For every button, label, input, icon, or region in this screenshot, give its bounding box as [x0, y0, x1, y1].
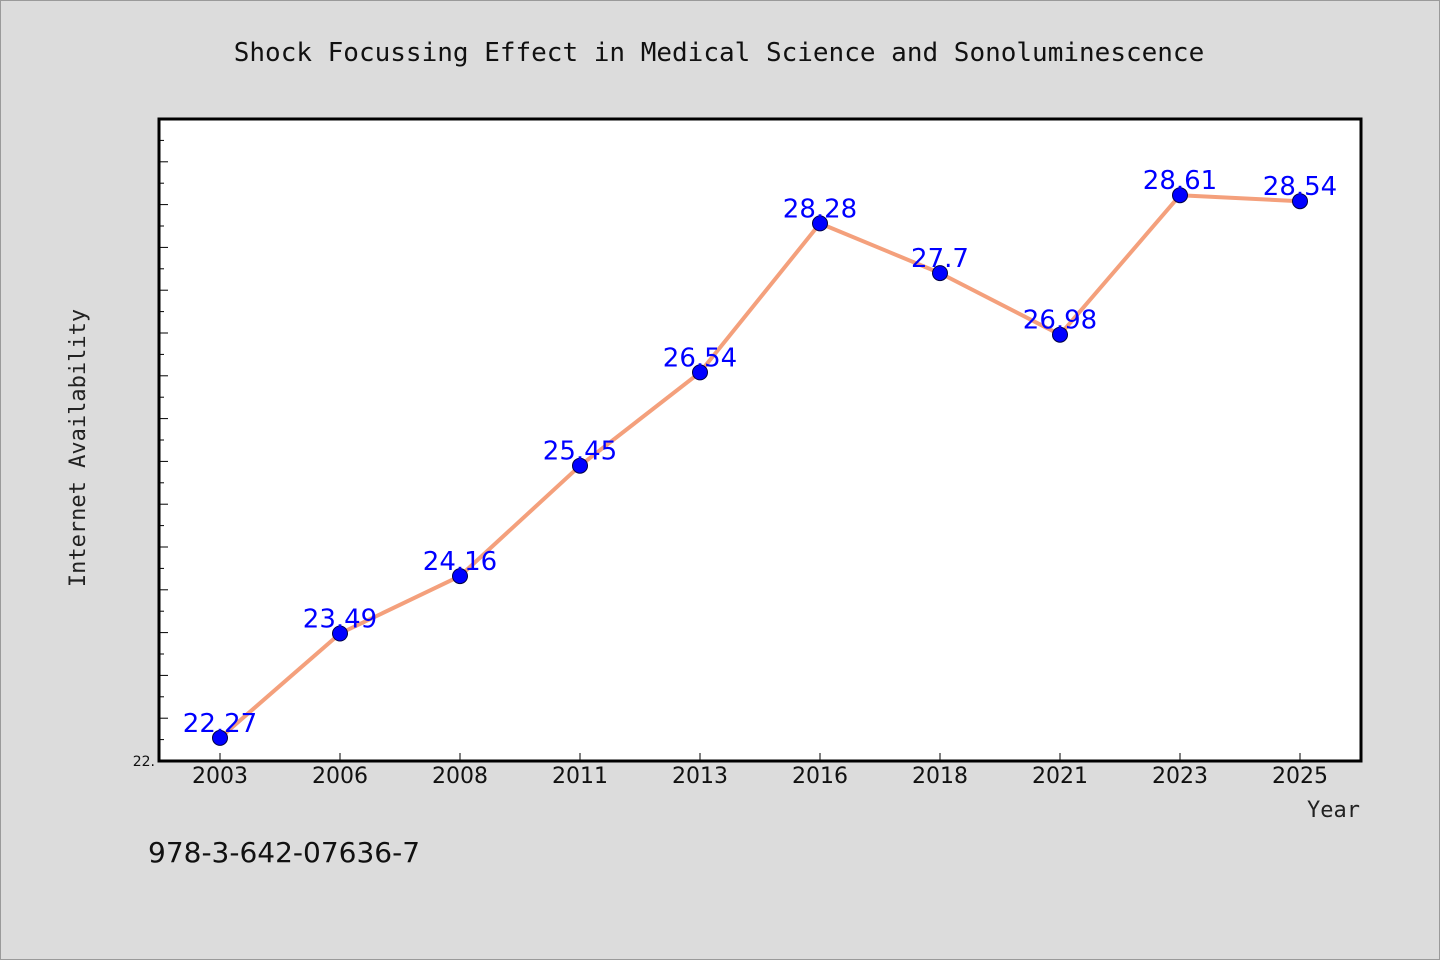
data-point	[812, 215, 828, 232]
data-point	[692, 364, 708, 381]
data-label: 26.54	[663, 343, 737, 373]
x-tick-label: 2018	[912, 764, 968, 789]
chart-title: Shock Focussing Effect in Medical Scienc…	[234, 38, 1205, 68]
data-label: 26.98	[1023, 306, 1097, 336]
data-label: 28.61	[1143, 166, 1217, 196]
x-tick-label: 2016	[792, 764, 848, 789]
series-markers	[212, 187, 1308, 746]
x-tick-label: 2025	[1272, 764, 1328, 789]
data-point	[452, 568, 468, 585]
data-point	[572, 457, 588, 474]
x-tick-label: 2013	[672, 764, 728, 789]
x-axis-tick-labels: 2003 2006 2008 2011 2013 2016 2018 2021 2023 2025	[192, 764, 1328, 789]
series-line	[218, 193, 1302, 740]
plot-area	[157, 117, 1363, 763]
data-label: 24.16	[423, 547, 497, 577]
data-point	[1052, 326, 1068, 343]
x-axis-ticks	[219, 753, 1301, 761]
y-tick-label: 22.	[133, 754, 155, 770]
x-tick-label: 2008	[432, 764, 488, 789]
x-tick-label: 2011	[552, 764, 608, 789]
x-tick-label: 2021	[1032, 764, 1088, 789]
data-label: 25.45	[543, 437, 617, 467]
isbn-text: 978-3-642-07636-7	[148, 836, 420, 869]
data-label: 28.54	[1263, 172, 1337, 202]
data-point	[1292, 193, 1308, 210]
x-tick-label: 2006	[312, 764, 368, 789]
data-label: 28.28	[783, 194, 857, 224]
data-point	[212, 729, 228, 746]
x-tick-label: 2003	[192, 764, 248, 789]
x-tick-label: 2023	[1152, 764, 1208, 789]
data-label: 27.7	[911, 244, 969, 274]
data-label: 22.27	[183, 709, 257, 739]
data-point	[932, 265, 948, 282]
data-point	[1172, 187, 1188, 204]
y-axis-ticks	[159, 139, 168, 741]
y-axis-title: Internet Availability	[66, 309, 91, 587]
x-axis-title: Year	[1307, 798, 1360, 823]
data-labels: 22.27 23.49 24.16 25.45 26.54 28.28 27.7 26.98 2…	[183, 166, 1337, 739]
data-point	[332, 625, 348, 642]
data-label: 23.49	[303, 605, 377, 635]
